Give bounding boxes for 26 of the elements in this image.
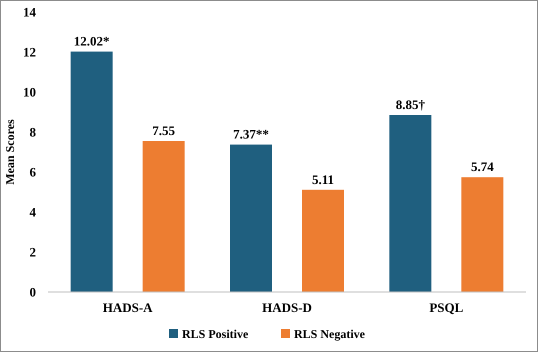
data-label: 7.55: [152, 123, 176, 138]
data-label: 5.11: [312, 172, 334, 187]
y-axis-title: Mean Scores: [3, 118, 17, 185]
y-tick-label: 14: [23, 4, 36, 20]
y-tick-label: 12: [23, 44, 36, 60]
legend-label: RLS Positive: [182, 327, 250, 342]
bar: [230, 144, 272, 292]
y-tick-label: 2: [30, 244, 36, 260]
data-label: 7.37**: [233, 126, 269, 142]
bar: [461, 177, 504, 292]
data-label: 8.85†: [396, 97, 426, 112]
x-tick-label: PSQL: [429, 300, 464, 315]
data-label: 5.74: [470, 159, 494, 174]
y-tick-label: 10: [23, 84, 36, 100]
y-tick-label: 6: [30, 164, 36, 180]
bar: [70, 52, 113, 292]
bar: [142, 141, 185, 292]
y-tick-label: 8: [30, 124, 36, 140]
x-tick-label: HADS-A: [102, 300, 154, 315]
bar: [302, 190, 344, 292]
x-tick-label: HADS-D: [262, 300, 312, 315]
bar: [389, 115, 432, 292]
y-tick-label: 0: [30, 284, 36, 300]
data-label: 12.02*: [74, 34, 110, 49]
y-tick-label: 4: [30, 204, 36, 220]
legend-label: RLS Negative: [294, 327, 366, 342]
